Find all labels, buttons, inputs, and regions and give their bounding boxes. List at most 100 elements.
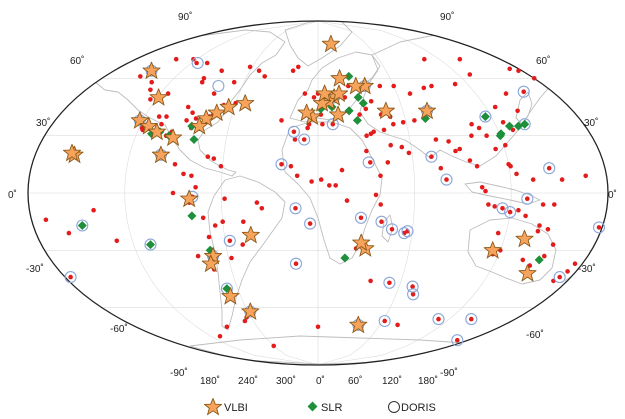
gnss-site-dot [248,65,253,70]
gnss-site-dot [547,166,552,171]
gnss-site-dot [219,68,224,73]
gnss-site-dot [468,158,473,163]
gnss-site-dot [565,269,570,274]
gnss-site-dot [537,223,542,228]
gnss-site-dot [446,139,451,144]
gnss-site-dot [395,323,400,328]
gnss-site-dot [184,118,189,123]
lon-label-0: 0˚ [316,375,325,387]
gnss-site-dot [455,338,460,343]
gnss-site-dot [201,216,206,221]
gnss-site-dot [331,122,336,127]
gnss-site-dot [458,57,463,62]
gnss-site-dot [480,185,485,190]
gnss-site-dot [378,84,383,89]
gnss-site-dot [196,254,201,259]
gnss-site-dot [212,156,217,161]
gnss-site-dot [186,105,191,110]
gnss-site-dot [546,227,551,232]
bottom-right-label: -90˚ [440,367,458,379]
gnss-site-dot [523,214,528,219]
gnss-site-dot [312,95,317,100]
gnss-site-dot [174,57,179,62]
gnss-site-dot [516,208,521,213]
gnss-site-dot [115,239,120,244]
gnss-site-dot [295,174,300,179]
lon-label-120: 120˚ [382,375,402,387]
gnss-site-dot [422,57,427,62]
gnss-site-dot [255,200,260,205]
gnss-site-dot [382,128,387,133]
gnss-site-dot [207,235,212,240]
gnss-site-dot [200,80,205,85]
gnss-site-dot [583,174,588,179]
gnss-site-dot [240,242,245,247]
gnss-site-dot [422,86,427,91]
gnss-site-dot [205,61,210,66]
gnss-site-dot [500,206,505,211]
gnss-site-dot [193,185,198,190]
gnss-site-dot [320,122,325,127]
gnss-site-dot [515,109,520,114]
gnss-site-dot [319,177,324,182]
gnss-site-dot [493,147,498,152]
gnss-site-dot [279,162,284,167]
bottom-left-label: -90˚ [170,367,188,379]
gnss-site-dot [219,164,224,169]
gnss-site-dot [531,177,536,182]
gnss-site-dot [333,183,338,188]
gnss-site-dot [357,112,362,117]
gnss-site-dot [368,279,373,284]
gnss-site-dot [508,210,513,215]
lon-label-60: 60˚ [348,375,362,387]
gnss-site-dot [486,202,491,207]
lat-left-label-60: 60˚ [70,55,84,67]
gnss-site-dot [453,149,458,154]
gnss-site-dot [164,114,169,119]
legend: VLBI SLR DORIS [204,398,435,414]
gnss-site-dot [386,160,391,165]
gnss-site-dot [359,216,364,221]
gnss-site-dot [597,225,602,230]
gnss-site-dot [504,91,509,96]
gnss-site-dot [410,284,415,289]
gnss-site-dot [194,61,199,66]
gnss-site-dot [218,334,223,339]
gnss-site-dot [228,239,233,244]
gnss-site-dot [408,91,413,96]
gnss-site-dot [521,89,526,94]
gnss-site-dot [291,68,296,73]
gnss-site-dot [194,116,199,121]
legend-doris-circle-icon [389,402,400,413]
gnss-site-dot [453,82,458,87]
gnss-site-dot [521,258,526,263]
gnss-site-dot [213,223,218,228]
gnss-site-dot [138,74,143,79]
gnss-site-dot [303,91,308,96]
gnss-site-dot [557,275,562,280]
lat-right-label-30: 30˚ [584,117,598,129]
gnss-site-dot [364,107,369,112]
gnss-site-dot [391,84,396,89]
gnss-site-dot [181,172,186,177]
gnss-site-dot [159,122,164,127]
gnss-site-dot [262,74,267,79]
gnss-site-dot [379,219,384,224]
gnss-site-dot [429,154,434,159]
legend-vlbi-label: VLBI [224,402,248,414]
gnss-site-dot [340,168,345,173]
gnss-site-dot [483,189,488,194]
gnss-site-dot [552,202,557,207]
gnss-site-dot [293,206,298,211]
lat-left-label-m30: -30˚ [26,263,44,275]
gnss-site-dot [296,65,301,70]
gnss-site-dot [469,133,474,138]
gnss-site-dot [173,162,178,167]
lon-label-300: 300˚ [276,375,296,387]
gnss-site-dot [501,120,506,125]
gnss-site-dot [260,206,265,211]
gnss-site-dot [541,202,546,207]
gnss-site-dot [91,208,96,213]
gnss-site-dot [327,183,332,188]
